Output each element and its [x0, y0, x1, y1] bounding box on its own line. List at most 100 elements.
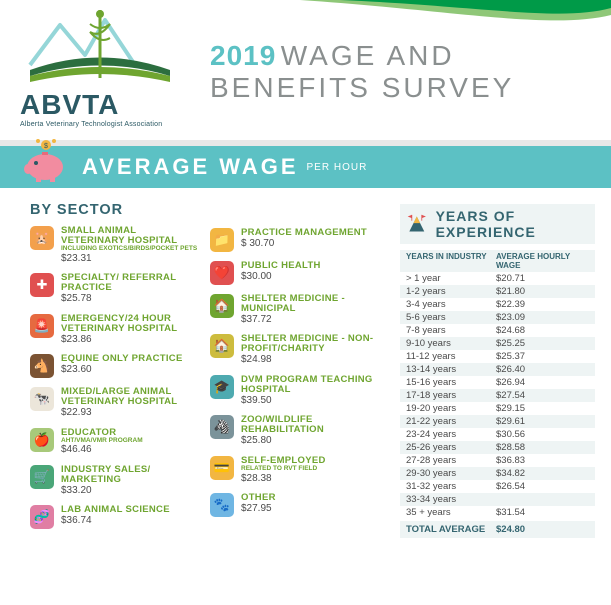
mountain-flags-icon [406, 211, 428, 237]
yoe-wage: $22.39 [496, 299, 586, 310]
sector-wage: $24.98 [241, 355, 380, 366]
yoe-years: 21-22 years [406, 416, 496, 427]
yoe-col2-head: AVERAGE HOURLY WAGE [496, 252, 586, 270]
yoe-row: 31-32 years $26.54 [400, 480, 595, 493]
sector-wage: $28.38 [241, 474, 326, 485]
yoe-wage: $25.25 [496, 338, 586, 349]
yoe-years: 9-10 years [406, 338, 496, 349]
logo: ABVTA Alberta Veterinary Technologist As… [20, 10, 200, 128]
title-year: 2019 [210, 40, 276, 71]
sector-item: 🏠 SHELTER MEDICINE - MUNICIPAL $37.72 [210, 294, 380, 325]
yoe-row: 11-12 years $25.37 [400, 350, 595, 363]
sector-sublabel: RELATED TO RVT FIELD [241, 466, 326, 473]
yoe-col1-head: YEARS IN INDUSTRY [406, 252, 496, 270]
sector-item: 🚨 EMERGENCY/24 HOUR VETERINARY HOSPITAL … [30, 314, 200, 345]
yoe-wage: $30.56 [496, 429, 586, 440]
yoe-wage: $21.80 [496, 286, 586, 297]
sector-item: 📁 PRACTICE MANAGEMENT $ 30.70 [210, 228, 380, 252]
yoe-years: 3-4 years [406, 299, 496, 310]
sector-item: 🐄 MIXED/LARGE ANIMAL VETERINARY HOSPITAL… [30, 387, 200, 418]
yoe-years: 25-26 years [406, 442, 496, 453]
sector-icon: ✚ [30, 273, 54, 297]
sector-label: SHELTER MEDICINE - MUNICIPAL [241, 294, 380, 314]
yoe-wage: $34.82 [496, 468, 586, 479]
yoe-heading: YEARS OF EXPERIENCE [400, 204, 595, 244]
yoe-wage: $26.54 [496, 481, 586, 492]
yoe-wage: $27.54 [496, 390, 586, 401]
sector-wage: $33.20 [61, 486, 200, 497]
yoe-row: 7-8 years $24.68 [400, 324, 595, 337]
sector-wage: $25.78 [61, 294, 200, 305]
sector-label: SHELTER MEDICINE - NON-PROFIT/CHARITY [241, 334, 380, 354]
sector-wage: $23.60 [61, 365, 183, 376]
sector-wage: $ 30.70 [241, 239, 367, 250]
sector-icon: 🏠 [210, 334, 234, 358]
sector-label: OTHER [241, 493, 276, 503]
yoe-years: 19-20 years [406, 403, 496, 414]
yoe-wage: $31.54 [496, 507, 586, 518]
band-title: AVERAGE WAGE [82, 154, 299, 180]
yoe-row: 5-6 years $23.09 [400, 311, 595, 324]
yoe-row: 33-34 years [400, 493, 595, 506]
yoe-wage: $36.83 [496, 455, 586, 466]
sector-icon: 🐹 [30, 226, 54, 250]
sector-label: DVM PROGRAM TEACHING HOSPITAL [241, 375, 380, 395]
yoe-row: 27-28 years $36.83 [400, 454, 595, 467]
piggy-bank-icon: $ [20, 137, 70, 183]
yoe-wage [496, 494, 586, 505]
sector-item: ❤️ PUBLIC HEALTH $30.00 [210, 261, 380, 285]
sector-icon: 🐾 [210, 493, 234, 517]
yoe-table-header: YEARS IN INDUSTRY AVERAGE HOURLY WAGE [400, 250, 595, 272]
yoe-years: 31-32 years [406, 481, 496, 492]
yoe-total-value: $24.80 [496, 524, 586, 535]
sector-wage: $27.95 [241, 504, 276, 515]
sector-label: ZOO/WILDLIFE REHABILITATION [241, 415, 380, 435]
logo-subtitle: Alberta Veterinary Technologist Associat… [20, 121, 200, 128]
sector-icon: 🛒 [30, 465, 54, 489]
yoe-years: 17-18 years [406, 390, 496, 401]
sector-item: ✚ SPECIALTY/ REFERRAL PRACTICE $25.78 [30, 273, 200, 304]
yoe-years: 7-8 years [406, 325, 496, 336]
title-line1: WAGE AND [281, 40, 455, 71]
yoe-row: > 1 year $20.71 [400, 272, 595, 285]
sector-label: PUBLIC HEALTH [241, 261, 321, 271]
sector-item: 🐾 OTHER $27.95 [210, 493, 380, 517]
yoe-row: 15-16 years $26.94 [400, 376, 595, 389]
yoe-wage: $20.71 [496, 273, 586, 284]
yoe-row: 3-4 years $22.39 [400, 298, 595, 311]
sector-wage: $22.93 [61, 408, 200, 419]
yoe-years: 27-28 years [406, 455, 496, 466]
sector-wage: $36.74 [61, 516, 170, 527]
yoe-row: 19-20 years $29.15 [400, 402, 595, 415]
title-line2: BENEFITS SURVEY [210, 72, 514, 104]
sector-label: EQUINE ONLY PRACTICE [61, 354, 183, 364]
sector-item: 🎓 DVM PROGRAM TEACHING HOSPITAL $39.50 [210, 375, 380, 406]
yoe-years: 23-24 years [406, 429, 496, 440]
yoe-wage: $26.40 [496, 364, 586, 375]
logo-name: ABVTA [20, 89, 200, 121]
yoe-wage: $23.09 [496, 312, 586, 323]
sector-icon: 🎓 [210, 375, 234, 399]
sector-wage: $23.86 [61, 335, 200, 346]
sector-icon: 🦓 [210, 415, 234, 439]
sector-label: SMALL ANIMAL VETERINARY HOSPITAL [61, 226, 200, 246]
yoe-row: 1-2 years $21.80 [400, 285, 595, 298]
sector-wage: $37.72 [241, 315, 380, 326]
yoe-row: 29-30 years $34.82 [400, 467, 595, 480]
sector-icon: ❤️ [210, 261, 234, 285]
sector-sublabel: INCLUDING EXOTICS/BIRDS/POCKET PETS [61, 246, 200, 253]
sector-icon: 🐄 [30, 387, 54, 411]
yoe-row: 25-26 years $28.58 [400, 441, 595, 454]
yoe-years: > 1 year [406, 273, 496, 284]
sector-icon: 🚨 [30, 314, 54, 338]
sector-icon: 🍎 [30, 428, 54, 452]
yoe-row: 9-10 years $25.25 [400, 337, 595, 350]
sector-wage: $46.46 [61, 445, 143, 456]
sector-item: 🛒 INDUSTRY SALES/ MARKETING $33.20 [30, 465, 200, 496]
yoe-wage: $29.61 [496, 416, 586, 427]
by-sector-heading: BY SECTOR [30, 202, 200, 218]
yoe-row: 23-24 years $30.56 [400, 428, 595, 441]
sector-item: 🧬 LAB ANIMAL SCIENCE $36.74 [30, 505, 200, 529]
sector-item: 💳 SELF-EMPLOYED RELATED TO RVT FIELD $28… [210, 456, 380, 484]
yoe-wage: $25.37 [496, 351, 586, 362]
